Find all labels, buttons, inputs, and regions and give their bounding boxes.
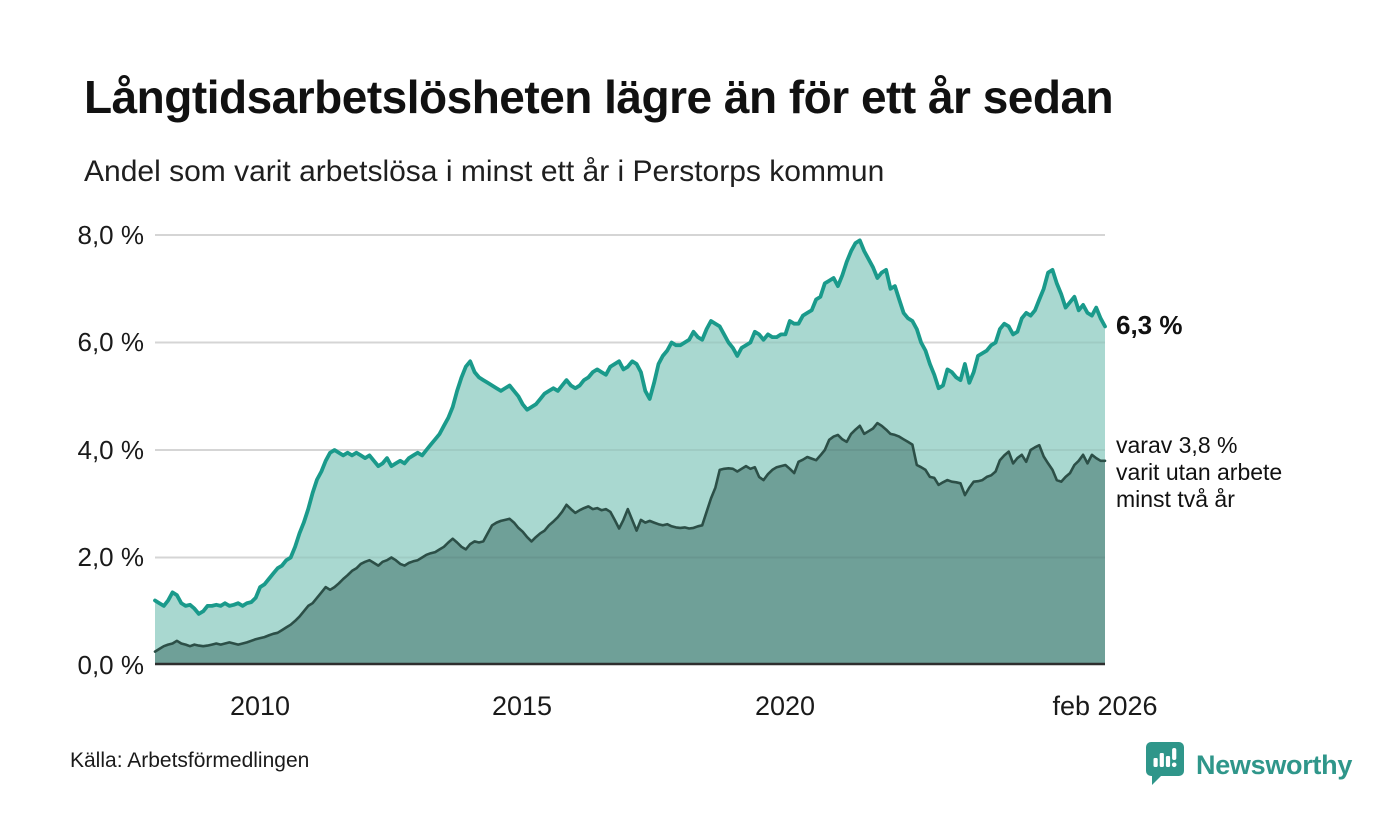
series-2yr-line xyxy=(153,421,1107,653)
y-axis-label: 6,0 % xyxy=(77,327,145,357)
newsworthy-logo: Newsworthy xyxy=(1144,740,1352,791)
source-note: Källa: Arbetsförmedlingen xyxy=(70,749,310,772)
x-axis-label: 2010 xyxy=(229,691,291,721)
x-axis-label: 2020 xyxy=(754,691,816,721)
x-axis-label: feb 2026 xyxy=(1052,691,1158,721)
secondary-value-label: varav 3,8 % varit utan arbete minst två … xyxy=(1116,432,1283,513)
chart-title: Långtidsarbetslösheten lägre än för ett … xyxy=(84,71,1114,123)
latest-value-label: 6,3 % xyxy=(1116,310,1183,340)
chart-subtitle: Andel som varit arbetslösa i minst ett å… xyxy=(84,155,885,188)
y-axis-label: 4,0 % xyxy=(77,435,145,465)
y-axis-label: 0,0 % xyxy=(77,650,145,680)
newsworthy-logo-icon xyxy=(1144,740,1186,791)
x-axis-label: 2015 xyxy=(491,691,553,721)
y-axis-label: 2,0 % xyxy=(77,542,145,572)
series-2yr-area xyxy=(155,423,1105,665)
newsworthy-logo-text: Newsworthy xyxy=(1196,750,1353,780)
area-chart xyxy=(153,234,1107,666)
y-axis-label: 8,0 % xyxy=(77,220,145,250)
series-1yr-line xyxy=(153,238,1107,616)
